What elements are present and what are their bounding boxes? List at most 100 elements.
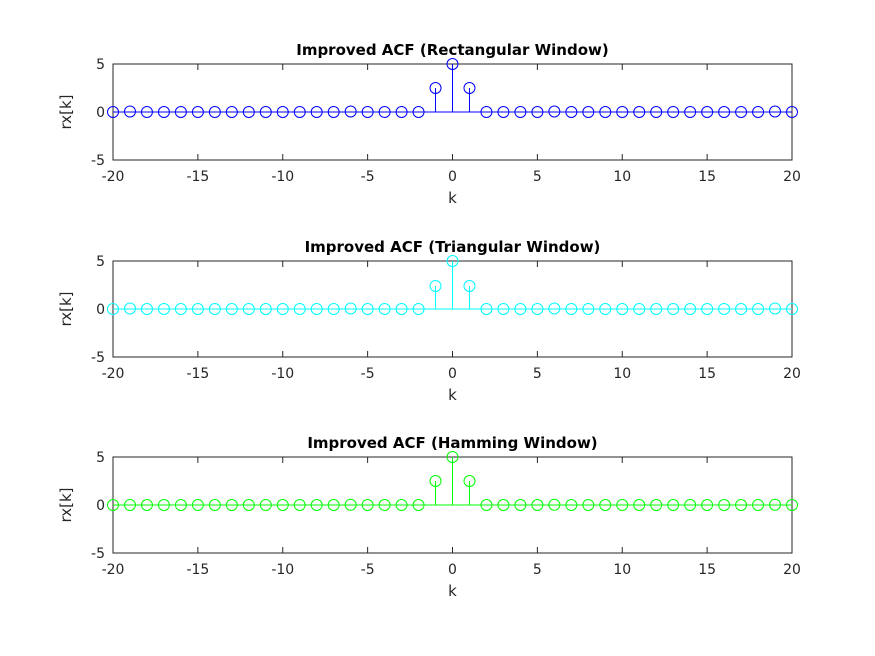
stem-marker (293, 499, 306, 511)
stem-marker (310, 499, 323, 511)
stem-marker (735, 106, 748, 118)
stem-marker (531, 106, 544, 118)
stem-marker (429, 475, 442, 487)
y-axis-label: rx[k] (57, 94, 75, 129)
stem-marker (769, 105, 782, 118)
stem-marker (650, 106, 663, 118)
stem-marker (191, 303, 204, 315)
x-tick-label: 0 (448, 562, 457, 578)
stem-marker (293, 303, 306, 315)
x-tick-label: 5 (533, 169, 542, 185)
x-axis-label: k (448, 189, 457, 207)
stem-marker (582, 499, 595, 511)
x-axis-label: k (448, 582, 457, 600)
stem-marker (786, 106, 798, 118)
stem-marker (752, 499, 765, 511)
stem-marker (667, 499, 680, 511)
y-tick-label: 5 (96, 57, 105, 73)
stem-marker (667, 106, 680, 118)
stem-marker (123, 302, 136, 315)
x-tick-label: -10 (271, 562, 294, 578)
y-tick-label: -5 (91, 153, 105, 169)
stem-marker (582, 106, 595, 118)
stem-marker (225, 303, 238, 315)
stem-marker (599, 106, 612, 118)
x-tick-label: -20 (102, 366, 125, 382)
stem-marker (701, 303, 714, 315)
stem-marker (786, 303, 798, 315)
x-tick-label: 15 (698, 562, 716, 578)
stem-marker (616, 499, 629, 511)
stem-marker (412, 303, 425, 315)
stem-marker (140, 303, 153, 315)
stem-marker (565, 303, 578, 315)
stem-marker (191, 106, 204, 118)
stem-marker (514, 499, 527, 511)
stem-marker (480, 303, 493, 315)
x-tick-label: 10 (613, 366, 631, 382)
stem-marker (514, 106, 527, 118)
stem-marker (157, 499, 170, 511)
x-tick-label: 15 (698, 366, 716, 382)
stem-marker (565, 106, 578, 118)
stem-marker (174, 106, 187, 118)
stem-marker (633, 499, 646, 511)
stem-marker (242, 499, 255, 511)
stem-marker (378, 106, 391, 118)
stem-marker (684, 499, 697, 511)
stem-marker (310, 303, 323, 315)
stem-marker (259, 499, 272, 511)
x-tick-label: 20 (783, 169, 801, 185)
stem-marker (174, 499, 187, 511)
stem-marker (582, 303, 595, 315)
stem-marker (140, 499, 153, 511)
stem-marker (497, 499, 510, 511)
stem-marker (395, 499, 408, 511)
stem-marker (361, 303, 374, 315)
stem-marker (446, 255, 459, 267)
stem-marker (599, 303, 612, 315)
stem-marker (378, 499, 391, 511)
x-tick-label: -5 (361, 169, 375, 185)
stem-marker (633, 303, 646, 315)
y-axis-label: rx[k] (57, 291, 75, 326)
y-tick-label: 0 (96, 302, 105, 318)
stem-marker (616, 106, 629, 118)
x-tick-label: 0 (448, 366, 457, 382)
stem-marker (395, 303, 408, 315)
stem-marker (327, 303, 340, 315)
stem-marker (107, 106, 119, 118)
stem-marker (225, 106, 238, 118)
stem-marker (650, 499, 663, 511)
stem-marker (718, 303, 731, 315)
stem-marker (208, 106, 221, 118)
subplot-3: Improved ACF (Hamming Window) -20 -15 -10 -5… (57, 434, 801, 600)
chart-title: Improved ACF (Triangular Window) (305, 238, 601, 256)
stem-marker (327, 106, 340, 118)
subplot-2: Improved ACF (Triangular Window) -20 -15 -1… (57, 238, 801, 404)
stem-marker (259, 303, 272, 315)
x-tick-label: -15 (186, 562, 209, 578)
stem-marker (276, 499, 289, 511)
x-axis-label: k (448, 386, 457, 404)
stem-marker (259, 106, 272, 118)
stem-marker (786, 499, 798, 511)
stem-marker (752, 303, 765, 315)
stem-marker (718, 106, 731, 118)
stem-marker (548, 498, 561, 511)
chart-title: Improved ACF (Hamming Window) (307, 434, 597, 452)
y-tick-label: 5 (96, 254, 105, 270)
stem-marker (531, 499, 544, 511)
stem-marker (361, 106, 374, 118)
stem-marker (497, 303, 510, 315)
stem-marker (344, 302, 357, 315)
stem-marker (208, 303, 221, 315)
stem-marker (752, 106, 765, 118)
x-tick-label: -5 (361, 366, 375, 382)
stem-marker (140, 106, 153, 118)
x-tick-label: -15 (186, 366, 209, 382)
stem-marker (157, 303, 170, 315)
stem-marker (242, 303, 255, 315)
stem-marker (514, 303, 527, 315)
